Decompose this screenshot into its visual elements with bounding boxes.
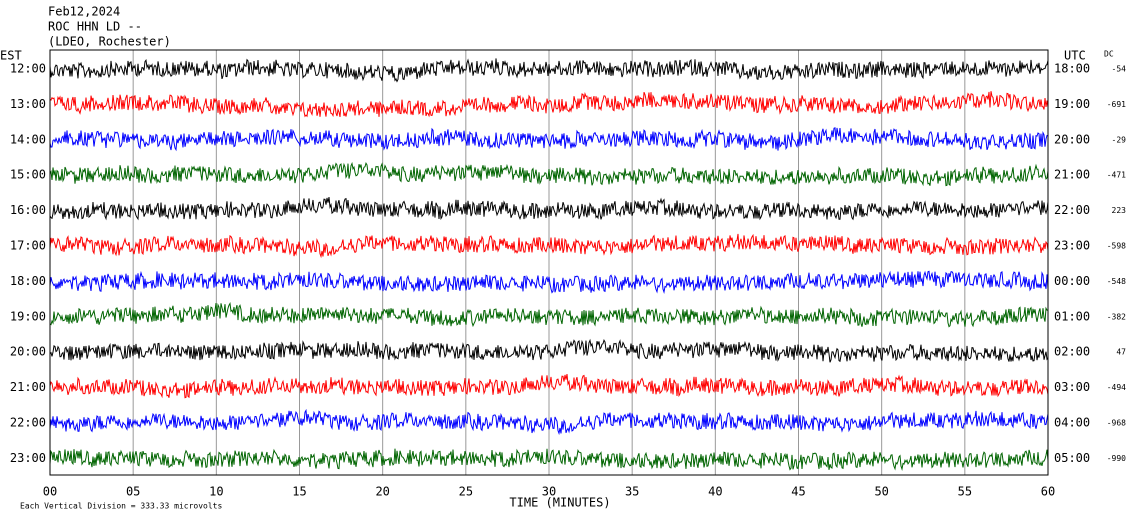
trace bbox=[49, 233, 1049, 259]
dc-value: -382 bbox=[1107, 312, 1126, 321]
header-line: ROC HHN LD -- bbox=[48, 20, 142, 34]
utc-label: 22:00 bbox=[1054, 203, 1090, 217]
x-tick-label: 35 bbox=[625, 485, 639, 499]
utc-label: 01:00 bbox=[1054, 309, 1090, 323]
trace bbox=[49, 301, 1049, 328]
x-tick-label: 40 bbox=[708, 485, 722, 499]
utc-label: 05:00 bbox=[1054, 451, 1090, 465]
dc-value: -990 bbox=[1107, 454, 1126, 463]
trace bbox=[49, 91, 1049, 118]
x-tick-label: 30 bbox=[542, 485, 556, 499]
est-label: 15:00 bbox=[10, 168, 46, 182]
left-label: EST bbox=[0, 49, 22, 63]
utc-label: 19:00 bbox=[1054, 97, 1090, 111]
est-label: 12:00 bbox=[10, 62, 46, 76]
dc-value: -691 bbox=[1107, 100, 1126, 109]
plot-frame bbox=[49, 49, 1049, 476]
est-label: 23:00 bbox=[10, 451, 46, 465]
utc-label: 03:00 bbox=[1054, 380, 1090, 394]
x-tick-label: 60 bbox=[1041, 485, 1055, 499]
x-tick-label: 20 bbox=[375, 485, 389, 499]
x-tick-label: 15 bbox=[292, 485, 306, 499]
utc-label: 21:00 bbox=[1054, 168, 1090, 182]
dc-value: 223 bbox=[1112, 206, 1127, 215]
dc-value: -968 bbox=[1107, 419, 1126, 428]
utc-label: 20:00 bbox=[1054, 132, 1090, 146]
x-tick-label: 50 bbox=[874, 485, 888, 499]
x-tick-label: 55 bbox=[958, 485, 972, 499]
header-line: Feb12,2024 bbox=[48, 5, 120, 19]
utc-label: 23:00 bbox=[1054, 239, 1090, 253]
est-label: 17:00 bbox=[10, 239, 46, 253]
dc-label: DC bbox=[1104, 50, 1114, 59]
footer: Each Vertical Division = 333.33 microvol… bbox=[20, 502, 222, 511]
est-label: 22:00 bbox=[10, 416, 46, 430]
est-label: 20:00 bbox=[10, 345, 46, 359]
x-tick-label: 00 bbox=[43, 485, 57, 499]
trace bbox=[49, 270, 1049, 294]
trace bbox=[49, 448, 1049, 471]
dc-value: -598 bbox=[1107, 242, 1126, 251]
trace bbox=[49, 408, 1049, 436]
trace bbox=[49, 58, 1049, 83]
trace bbox=[49, 374, 1049, 399]
trace bbox=[49, 338, 1049, 363]
utc-label: 18:00 bbox=[1054, 62, 1090, 76]
trace bbox=[49, 197, 1049, 221]
x-tick-label: 25 bbox=[459, 485, 473, 499]
dc-value: -548 bbox=[1107, 277, 1126, 286]
trace bbox=[49, 127, 1049, 152]
x-tick-label: 10 bbox=[209, 485, 223, 499]
dc-value: -471 bbox=[1107, 171, 1126, 180]
right-label: UTC bbox=[1064, 49, 1086, 63]
dc-value: 47 bbox=[1116, 348, 1126, 357]
x-title: TIME (MINUTES) bbox=[509, 496, 610, 510]
header-line: (LDEO, Rochester) bbox=[48, 35, 171, 49]
est-label: 13:00 bbox=[10, 97, 46, 111]
utc-label: 04:00 bbox=[1054, 416, 1090, 430]
est-label: 14:00 bbox=[10, 132, 46, 146]
utc-label: 00:00 bbox=[1054, 274, 1090, 288]
trace bbox=[49, 161, 1049, 187]
x-tick-label: 45 bbox=[791, 485, 805, 499]
est-label: 18:00 bbox=[10, 274, 46, 288]
est-label: 21:00 bbox=[10, 380, 46, 394]
dc-value: -29 bbox=[1112, 135, 1127, 144]
x-tick-label: 05 bbox=[126, 485, 140, 499]
utc-label: 02:00 bbox=[1054, 345, 1090, 359]
est-label: 19:00 bbox=[10, 309, 46, 323]
dc-value: -494 bbox=[1107, 383, 1126, 392]
dc-value: -54 bbox=[1112, 65, 1127, 74]
est-label: 16:00 bbox=[10, 203, 46, 217]
